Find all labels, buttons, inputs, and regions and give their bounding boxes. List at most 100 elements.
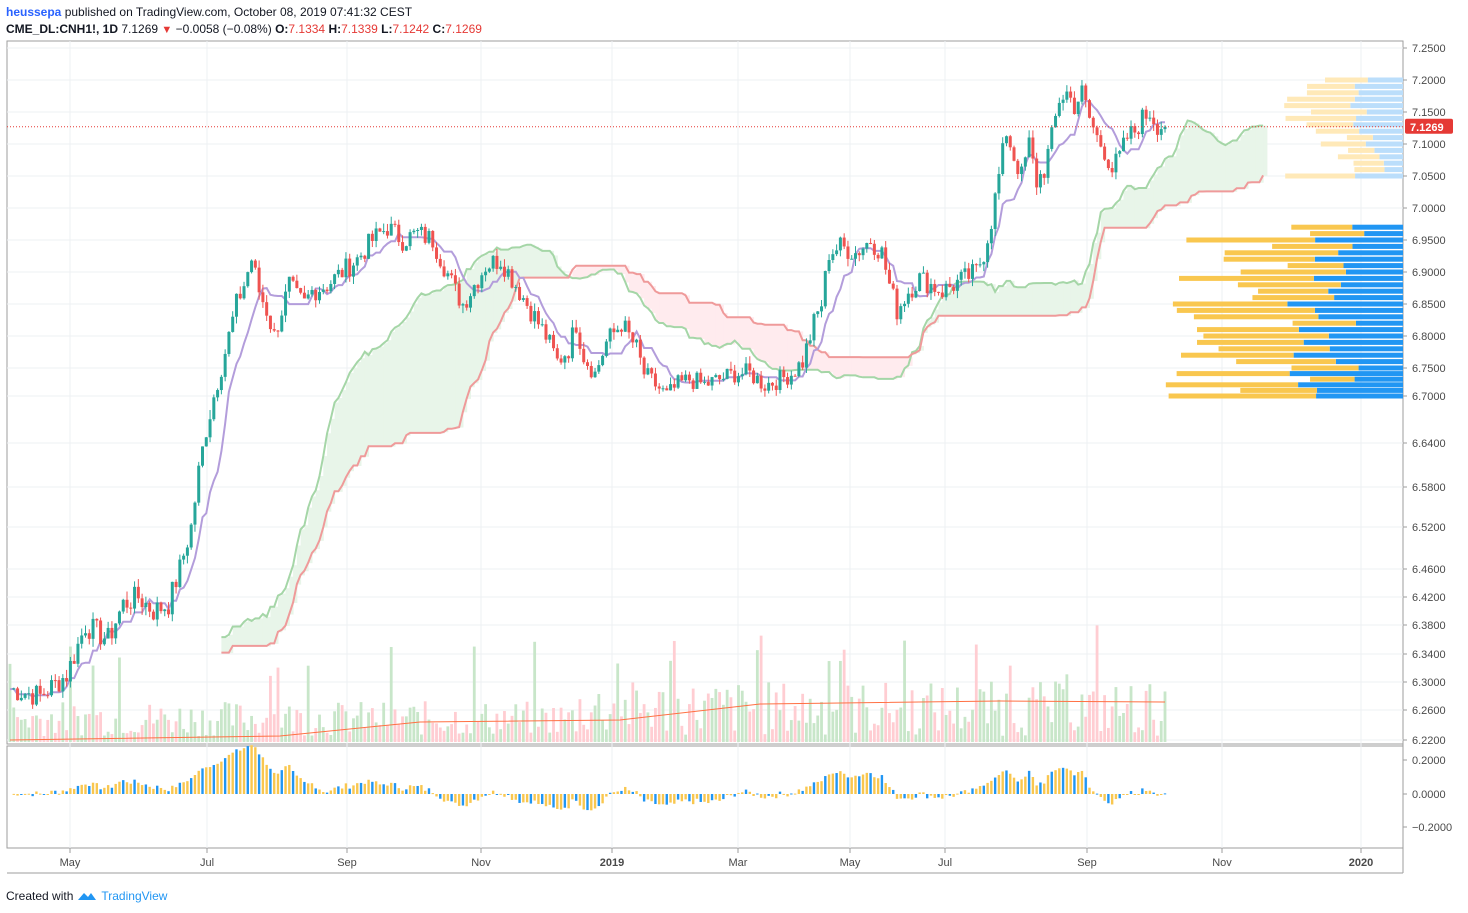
cloud-segment (670, 293, 675, 327)
osc-bar (137, 782, 140, 794)
cloud-segment (1051, 283, 1057, 317)
volume-bar (480, 713, 484, 742)
osc-bar (42, 793, 46, 795)
grid-lines (7, 41, 1403, 848)
osc-bar (397, 788, 400, 794)
cloud-segment (708, 302, 713, 344)
osc-bar (801, 790, 804, 794)
candle-body (453, 275, 457, 284)
cloud-segment (474, 262, 479, 384)
volume-bar (193, 722, 197, 742)
cloud-segment (455, 284, 460, 429)
cloud-segment (1021, 287, 1026, 317)
osc-bar (918, 792, 921, 794)
candle-body (827, 260, 831, 272)
volume-bar (272, 714, 276, 742)
candle-body (778, 370, 782, 390)
cloud-segment (662, 293, 668, 324)
cloud-segment (345, 382, 351, 478)
candle-body (27, 693, 31, 695)
volume-bar (174, 721, 178, 742)
candle-body (736, 376, 740, 383)
candle-body (42, 693, 46, 696)
osc-bar (1092, 791, 1095, 794)
cloud-segment (644, 281, 649, 307)
cloud-segment (523, 245, 528, 279)
candle-body (989, 228, 993, 244)
volume-profile-up-bar (1355, 320, 1403, 326)
volume-profile-down-bar (1284, 103, 1351, 109)
osc-bar (1046, 775, 1050, 794)
volume-profile-up-bar (1328, 288, 1403, 294)
price-tick-label: 6.9500 (1412, 235, 1446, 247)
price-tick-label: 6.2600 (1412, 705, 1446, 717)
volume-bar (589, 712, 593, 742)
volume-bar (759, 635, 763, 742)
osc-bar (869, 773, 872, 794)
volume-bar (540, 708, 544, 742)
candle-body (767, 382, 771, 391)
price-axis[interactable]: 7.2500 7.2000 7.1500 7.1000 7.0500 7.0000 6.95… (1403, 43, 1446, 747)
time-axis[interactable]: May Jul Sep Nov 2019 Mar May Jul Sep Nov 2020 (60, 848, 1374, 869)
volume-bar (691, 688, 695, 742)
cloud-segment (927, 320, 932, 328)
candle-body (246, 272, 250, 287)
candle-body (117, 611, 121, 624)
volume-bar (574, 731, 578, 742)
osc-bar (454, 794, 457, 803)
volume-bar (910, 690, 914, 742)
tradingview-brand-link[interactable]: TradingView (101, 889, 168, 903)
volume-bar (548, 732, 552, 742)
symbol-label[interactable]: CME_DL:CNH1!, 1D (6, 22, 119, 36)
cloud-segment (1161, 166, 1166, 210)
cloud-segment (983, 281, 989, 317)
osc-bar (907, 794, 910, 799)
candle-body (1121, 137, 1125, 152)
cloud-segment (274, 606, 279, 644)
osc-bar (291, 771, 295, 794)
candle-body (268, 315, 272, 330)
oscillator-histogram (12, 745, 1167, 811)
osc-bar (295, 775, 299, 794)
volume-bar (563, 719, 567, 742)
cloud-segment (353, 367, 358, 467)
publish-line: heussepa published on TradingView.com, O… (6, 4, 482, 21)
oscillator-axis[interactable]: 0.2000 0.0000 −0.2000 (1403, 755, 1452, 834)
cloud-segment (1259, 125, 1264, 183)
chart-header: heussepa published on TradingView.com, O… (6, 4, 482, 39)
volume-bar (718, 692, 722, 742)
cloud-segment (383, 343, 388, 447)
cloud-segment (270, 606, 275, 644)
osc-bar (1080, 770, 1084, 794)
cloud-segment (897, 357, 902, 378)
cloud-segment (591, 265, 596, 276)
osc-bar (892, 789, 895, 794)
candle-body (940, 292, 944, 298)
cloud-segment (1248, 129, 1253, 184)
volume-bar (959, 728, 963, 742)
volume-profile-down-bar (1292, 320, 1356, 326)
cloud-segment (813, 345, 819, 371)
cloud-segment (904, 357, 909, 369)
volume-bar (521, 710, 525, 742)
osc-bar (197, 770, 200, 794)
osc-bar (488, 794, 491, 795)
time-tick-label: Jul (200, 857, 214, 869)
volume-bar (265, 717, 269, 742)
candle-body (872, 243, 876, 255)
username[interactable]: heussepa (6, 5, 62, 19)
low-label: L: (381, 22, 393, 36)
last-price: 7.1269 (121, 22, 159, 36)
candle-body (578, 332, 582, 349)
cloud-segment (1093, 242, 1098, 281)
volume-bar (121, 732, 125, 742)
osc-bar (23, 793, 27, 795)
candle-body (295, 280, 299, 289)
cloud-segment (900, 357, 906, 378)
price-tick-label: 6.2200 (1412, 735, 1446, 747)
osc-bar (507, 794, 510, 795)
candle-body (159, 602, 163, 612)
cloud-segment (285, 588, 290, 627)
volume-bar (884, 682, 888, 742)
